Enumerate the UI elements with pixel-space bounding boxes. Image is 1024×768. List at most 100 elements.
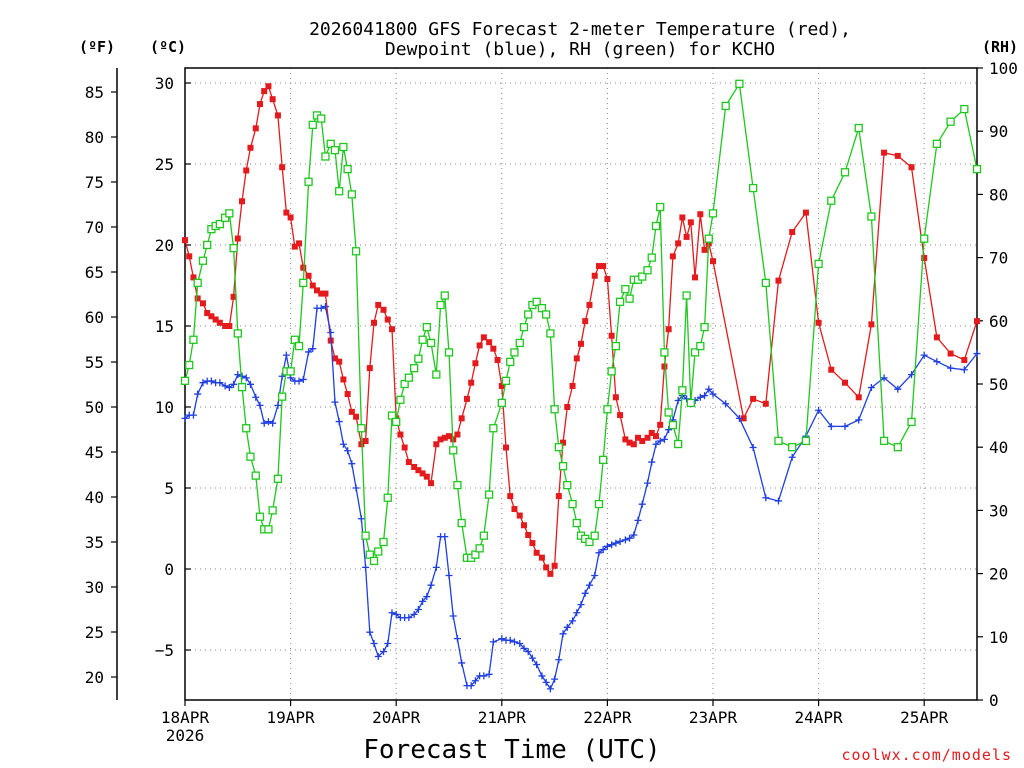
- temperature-point: [322, 290, 329, 297]
- relative-humidity-point: [572, 518, 581, 528]
- dewpoint-point: [577, 601, 585, 609]
- relative-humidity-point: [510, 348, 519, 357]
- rh-tick-label: 30: [989, 501, 1008, 520]
- temperature-point: [287, 214, 294, 221]
- dewpoint-point: [348, 460, 356, 468]
- dewpoint-point: [256, 401, 264, 409]
- relative-humidity-point: [185, 360, 194, 370]
- relative-humidity-point: [198, 256, 208, 265]
- temperature-point: [683, 233, 690, 240]
- dewpoint-point: [335, 418, 343, 426]
- dewpoint-point: [774, 497, 782, 505]
- relative-humidity-point: [558, 462, 568, 471]
- temperature-point: [318, 290, 325, 297]
- dewpoint-point: [563, 623, 571, 631]
- dewpoint-point: [309, 345, 317, 353]
- dewpoint-point: [520, 644, 528, 652]
- chart-title-line-2: Dewpoint (blue), RH (green) for KCHO: [385, 39, 775, 60]
- relative-humidity-point: [278, 392, 287, 401]
- relative-humidity-point: [546, 329, 555, 338]
- dewpoint-point: [374, 652, 382, 660]
- dewpoint-point: [585, 581, 593, 589]
- temperature-point: [234, 235, 241, 242]
- c-tick-label: 20: [155, 236, 174, 255]
- relative-humidity-point: [440, 291, 449, 300]
- dewpoint-point: [709, 390, 717, 398]
- temperature-point: [261, 88, 268, 95]
- dewpoint-point: [480, 672, 488, 680]
- relative-humidity-point: [515, 338, 524, 348]
- rh-tick-label: 60: [989, 312, 1008, 331]
- temperature-point: [472, 360, 479, 367]
- dewpoint-point: [827, 422, 835, 430]
- dewpoint-point: [305, 348, 313, 356]
- relative-humidity-point: [590, 531, 599, 540]
- temperature-point: [644, 434, 651, 441]
- data-series: [180, 79, 982, 693]
- relative-humidity-point: [879, 436, 889, 446]
- dewpoint-point: [207, 377, 215, 385]
- dewpoint-point: [432, 563, 440, 571]
- temperature-point: [269, 96, 276, 103]
- relative-humidity-point: [369, 556, 379, 566]
- temperature-point: [204, 310, 211, 317]
- relative-humidity-point: [814, 259, 823, 269]
- dewpoint-point: [274, 401, 282, 409]
- f-tick-label: 20: [85, 668, 104, 687]
- f-tick-label: 60: [85, 308, 104, 327]
- dewpoint-point: [630, 531, 638, 539]
- x-tick-sublabel: 2026: [166, 726, 205, 745]
- relative-humidity-point: [264, 525, 273, 534]
- temperature-point: [543, 564, 550, 571]
- temperature-point: [437, 436, 444, 443]
- temperature-point: [401, 444, 408, 451]
- relative-humidity-point: [251, 471, 260, 480]
- temperature-point: [525, 531, 532, 538]
- relative-humidity-point: [761, 278, 770, 288]
- relative-humidity-point: [273, 474, 283, 483]
- relative-humidity-point: [696, 341, 705, 351]
- temperature-point: [279, 164, 286, 171]
- relative-humidity-point: [299, 278, 308, 288]
- x-tick-label: 21APR: [478, 708, 527, 727]
- relative-humidity-point: [788, 443, 797, 452]
- dewpoint-point: [762, 494, 770, 502]
- temperature-point: [669, 253, 676, 260]
- temperature-point: [894, 152, 901, 159]
- relative-humidity-point: [268, 506, 277, 515]
- relative-humidity-point: [229, 243, 238, 253]
- relative-humidity-point: [396, 395, 405, 404]
- relative-humidity-point: [343, 164, 352, 174]
- dewpoint-point: [380, 648, 388, 656]
- temperature-point: [582, 318, 589, 325]
- relative-humidity-point: [351, 247, 361, 256]
- relative-humidity-point: [674, 439, 683, 449]
- f-tick-label: 80: [85, 128, 104, 147]
- dewpoint-point: [216, 379, 224, 387]
- dewpoint-point: [528, 654, 536, 662]
- relative-humidity-point: [621, 285, 630, 294]
- f-tick-label: 40: [85, 488, 104, 507]
- relative-humidity-point: [585, 537, 594, 547]
- dewpoint-point: [445, 571, 453, 579]
- temperature-point: [630, 441, 637, 448]
- relative-humidity-point: [422, 322, 431, 332]
- relative-humidity-point: [361, 531, 370, 540]
- relative-humidity-point: [497, 398, 506, 408]
- relative-humidity-point: [436, 300, 445, 310]
- dewpoint-point: [181, 414, 189, 422]
- relative-humidity-point: [475, 544, 484, 553]
- f-tick-label: 75: [85, 173, 104, 192]
- temperature-point: [309, 282, 316, 289]
- temperature-point: [230, 293, 237, 300]
- relative-humidity-point: [735, 79, 744, 88]
- relative-humidity-point: [400, 379, 409, 389]
- relative-humidity-point: [972, 164, 982, 174]
- dewpoint-point: [867, 384, 875, 392]
- temperature-point: [560, 439, 567, 446]
- dewpoint-point: [546, 685, 554, 693]
- relative-humidity-point: [220, 213, 230, 222]
- temperature-point: [216, 319, 223, 326]
- dewpoint-point: [652, 440, 660, 448]
- relative-humidity-point: [920, 234, 929, 243]
